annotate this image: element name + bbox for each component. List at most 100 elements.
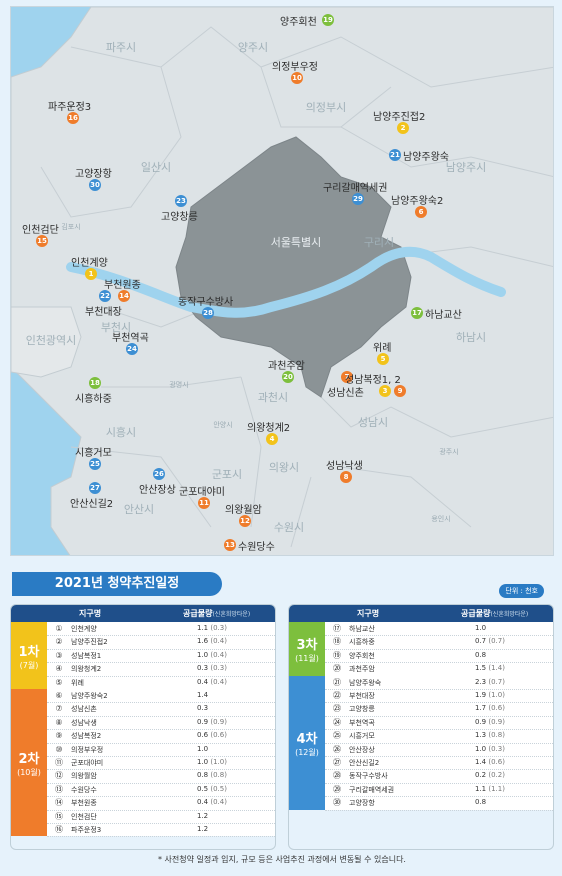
row-quantity: 0.6 (0.6) [197,731,227,739]
marker-label: 군포대야미 [179,487,225,498]
marker-4[interactable]: 4 [266,433,278,445]
col-qty-sub: (신혼희망타운) [212,611,251,618]
marker-16[interactable]: 16 [67,112,79,124]
row-quantity: 0.8 (0.8) [197,771,227,779]
table-row: ⑮ 인천검단 1.2 [47,810,275,824]
marker-2[interactable]: 2 [397,122,409,134]
row-qty-value: 0.3 [197,664,209,673]
table-row: ⑱ 시흥하중 0.7 (0.7) [325,635,553,650]
row-quantity: 0.8 [475,798,486,806]
row-site-name: 인천계양 [71,625,97,633]
row-site-name: 과천주암 [349,665,375,674]
marker-18[interactable]: 18 [89,377,101,389]
row-site-name: 동작구수방사 [349,772,388,781]
marker-7[interactable]: 7 [341,371,353,383]
marker-3[interactable]: 3 [379,385,391,397]
row-number: ⑱ [333,637,341,647]
row-number: ⑧ [55,717,63,727]
marker-14[interactable]: 14 [118,290,130,302]
region-label: 일산시 [140,161,172,174]
row-qty-value: 1.4 [197,691,209,699]
round-label: 2차 [18,751,40,767]
marker-25[interactable]: 25 [89,458,101,470]
marker-label: 안산신길2 [70,499,114,510]
marker-22[interactable]: 22 [99,290,111,302]
marker-27[interactable]: 27 [89,482,101,494]
marker-label: 동작구수방사 [178,297,234,308]
region-label: 용인시 [431,515,451,523]
row-number: ⑰ [333,624,341,633]
region-label: 구리시 [363,236,395,249]
row-qty-value: 1.0 [475,744,487,753]
row-number: ③ [55,650,63,660]
marker-label: 남양주진접2 [373,112,426,123]
table-row: ⑨ 성남복정2 0.6 (0.6) [47,729,275,744]
row-qty-newlywed: (0.4) [208,650,227,659]
marker-28[interactable]: 28 [202,307,214,319]
marker-26[interactable]: 26 [153,468,165,480]
row-number: ⑪ [55,758,63,767]
table-row: ㉖ 안산장상 1.0 (0.3) [325,743,553,757]
row-number: ⑥ [55,691,63,700]
region-label: 부천시 [100,321,132,334]
table-row: ⑲ 양주회천 0.8 [325,649,553,664]
marker-10[interactable]: 10 [291,72,303,84]
table-row: ⑫ 의왕월암 0.8 (0.8) [47,769,275,784]
marker-9[interactable]: 9 [394,385,406,397]
marker-1[interactable]: 1 [85,268,97,280]
row-site-name: 고양창릉 [349,705,375,714]
marker-12[interactable]: 12 [239,515,251,527]
marker-label: 남양주왕숙 [403,152,449,163]
marker-5[interactable]: 5 [377,353,389,365]
row-number: ㉖ [333,744,341,754]
marker-21[interactable]: 21 [389,149,401,161]
marker-8[interactable]: 8 [340,471,352,483]
marker-13[interactable]: 13 [224,539,236,551]
marker-19[interactable]: 19 [322,14,334,26]
row-site-name: 안산장상 [349,745,375,754]
row-site-name: 하남교산 [349,625,375,633]
marker-20[interactable]: 20 [282,371,294,383]
row-site-name: 성남복정1 [71,651,102,660]
row-site-name: 안산신길2 [349,758,380,767]
row-quantity: 0.8 [475,651,486,659]
schedule-table-left: 지구명 공급물량(신혼희망타운) 1차 (7월) ① 인천계양 1.1 (0.3) ② 남양주진… [10,604,276,850]
schedule-panel: 2021년 청약추진일정 단위 : 천호 지구명 공급물량(신혼희망타운) 1차 (7… [10,562,554,868]
table-row: ⑦ 성남신촌 0.3 [47,702,275,717]
marker-6[interactable]: 6 [415,206,427,218]
row-site-name: 의왕월암 [71,772,97,781]
marker-24[interactable]: 24 [126,343,138,355]
region-label: 파주시 [105,41,137,54]
region-label: 하남시 [455,331,487,344]
marker-label: 성남신촌 [327,388,364,399]
map: 파주시 양주시 의정부시 남양주시 일산시 김포시 서울특별시 구리시 하남시 부천시 인천광역시 광… [10,6,554,556]
marker-15[interactable]: 15 [36,235,48,247]
row-qty-value: 1.9 [475,690,487,699]
region-label: 안양시 [213,421,233,429]
marker-29[interactable]: 29 [352,193,364,205]
marker-23[interactable]: 23 [175,195,187,207]
row-number: ㉔ [333,717,341,727]
row-number: ⑤ [55,677,63,687]
row-qty-newlywed: (1.1) [486,784,505,793]
row-qty-value: 1.2 [197,811,209,820]
row-qty-value: 1.1 [197,624,209,632]
marker-11[interactable]: 11 [198,497,210,509]
marker-17[interactable]: 17 [411,307,423,319]
row-quantity: 0.3 [197,704,208,712]
row-qty-newlywed: (0.6) [208,731,227,740]
marker-30[interactable]: 30 [89,179,101,191]
row-qty-value: 0.6 [197,731,209,740]
row-number: ⑬ [55,784,63,794]
row-number: ⑨ [55,731,63,741]
row-number: ⑭ [55,798,63,808]
marker-label: 의왕청계2 [247,423,291,434]
round-rows: ㉑ 남양주왕숙 2.3 (0.7) ㉒ 부천대장 1.9 (1.0) ㉓ 고양창릉 1.7 (0… [325,675,553,811]
row-quantity: 1.4 [197,691,208,699]
schedule-table-right: 지구명 공급물량(신혼희망타운) 3차 (11월) ⑰ 하남교산 1.0 ⑱ 시흥하중 0.7 (… [288,604,554,850]
row-qty-newlywed: (0.3) [208,624,227,632]
row-qty-newlywed: (0.9) [486,717,505,726]
row-quantity: 2.3 (0.7) [475,678,505,686]
row-number: ㉓ [333,704,341,714]
marker-label: 수원당수 [238,542,275,553]
